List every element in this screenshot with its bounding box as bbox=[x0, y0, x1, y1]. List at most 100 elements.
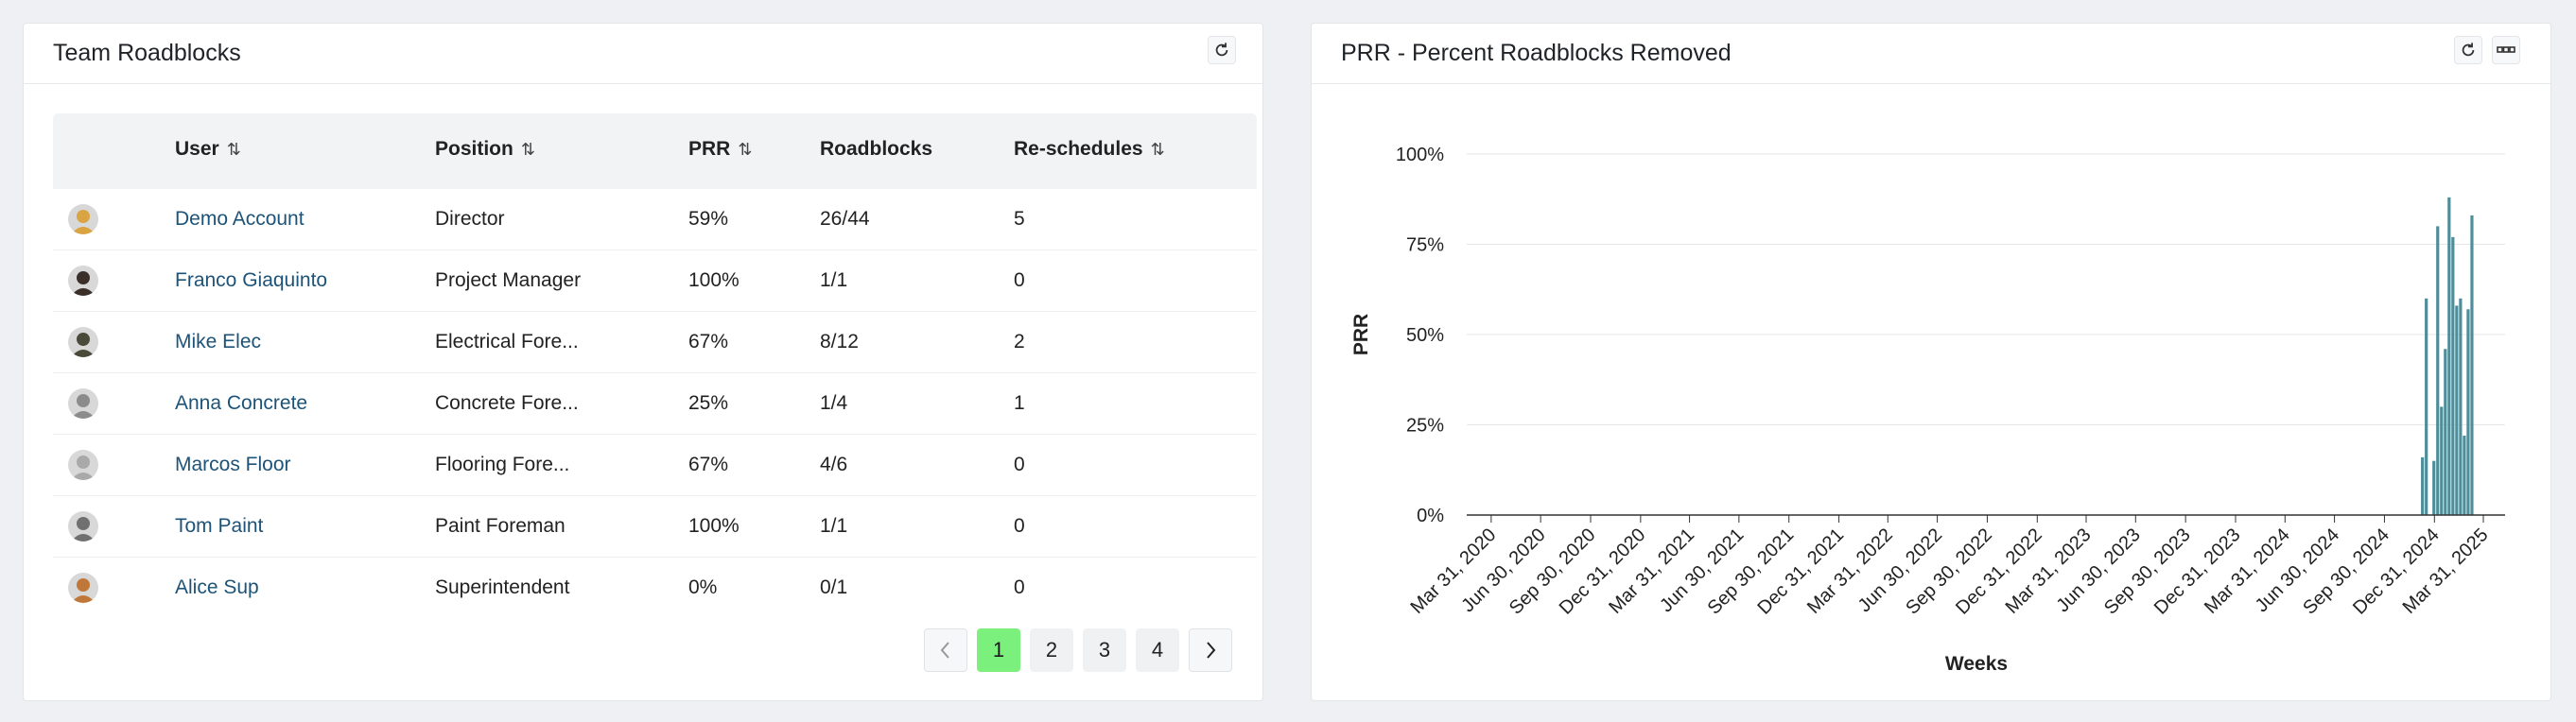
panel-header: PRR - Percent Roadblocks Removed bbox=[1312, 24, 2550, 84]
user-link[interactable]: Anna Concrete bbox=[175, 392, 308, 414]
y-tick-label: 25% bbox=[1406, 416, 1444, 437]
chart-bar bbox=[2455, 305, 2459, 515]
roadblocks-cell: 4/6 bbox=[820, 454, 848, 475]
panel-header: Team Roadblocks bbox=[24, 24, 1262, 84]
table-row: Anna Concrete Concrete Fore... 25% 1/4 1 bbox=[53, 373, 1257, 435]
prev-page-button[interactable] bbox=[924, 628, 967, 672]
refresh-icon bbox=[2462, 43, 2475, 57]
reschedules-cell: 1 bbox=[1014, 392, 1025, 414]
avatar bbox=[68, 266, 98, 296]
prr-cell: 67% bbox=[688, 331, 729, 352]
position-cell: Director bbox=[435, 208, 505, 230]
user-link[interactable]: Mike Elec bbox=[175, 331, 262, 352]
table-row: Alice Sup Superintendent 0% 0/1 0 bbox=[53, 558, 1257, 618]
sort-icon: ⇅ bbox=[520, 139, 535, 159]
team-roadblocks-panel: Team Roadblocks User ⇅ Position ⇅ PRR ⇅ Roa… bbox=[23, 23, 1263, 701]
chart-bar bbox=[2459, 298, 2463, 515]
y-axis-ticks: 0% 25% 50% 75% 100% bbox=[1396, 145, 1444, 526]
page-button-4[interactable]: 4 bbox=[1136, 628, 1179, 672]
x-tick-label: Mar 31, 2020 bbox=[1406, 524, 1500, 618]
refresh-button[interactable] bbox=[1208, 36, 1236, 64]
chart-gridlines bbox=[1467, 153, 2505, 425]
panel-title: PRR - Percent Roadblocks Removed bbox=[1341, 40, 1732, 66]
chevron-left-icon bbox=[940, 642, 949, 659]
panel-title: Team Roadblocks bbox=[53, 40, 241, 66]
user-link[interactable]: Demo Account bbox=[175, 208, 305, 230]
prr-cell: 25% bbox=[688, 392, 729, 414]
x-tick-label: Mar 31, 2021 bbox=[1605, 524, 1698, 618]
page-button-3[interactable]: 3 bbox=[1083, 628, 1126, 672]
roadblocks-cell: 1/1 bbox=[820, 269, 848, 291]
reschedules-cell: 0 bbox=[1014, 454, 1025, 475]
chart-bar bbox=[2470, 215, 2474, 515]
avatar bbox=[68, 450, 98, 480]
roadblocks-cell: 8/12 bbox=[820, 331, 859, 352]
table-row: Mike Elec Electrical Fore... 67% 8/12 2 bbox=[53, 312, 1257, 373]
page-button-1[interactable]: 1 bbox=[977, 628, 1020, 672]
position-cell: Flooring Fore... bbox=[435, 454, 570, 475]
chart-bar bbox=[2444, 349, 2447, 515]
column-header-position[interactable]: Position ⇅ bbox=[435, 138, 535, 160]
roadblocks-cell: 26/44 bbox=[820, 208, 870, 230]
roadblocks-cell: 1/1 bbox=[820, 515, 848, 537]
chart-bar bbox=[2447, 197, 2451, 515]
prr-cell: 59% bbox=[688, 208, 729, 230]
chevron-right-icon bbox=[1207, 642, 1216, 659]
next-page-button[interactable] bbox=[1189, 628, 1232, 672]
reschedules-cell: 0 bbox=[1014, 269, 1025, 291]
table-row: Franco Giaquinto Project Manager 100% 1/… bbox=[53, 250, 1257, 312]
refresh-button[interactable] bbox=[2454, 36, 2482, 64]
user-link[interactable]: Tom Paint bbox=[175, 515, 264, 537]
y-axis-title: PRR bbox=[1350, 314, 1372, 355]
chart-bar bbox=[2440, 406, 2444, 515]
column-header-reschedules[interactable]: Re-schedules ⇅ bbox=[1014, 138, 1165, 160]
prr-cell: 100% bbox=[688, 515, 740, 537]
y-tick-label: 100% bbox=[1396, 145, 1444, 165]
prr-cell: 100% bbox=[688, 269, 740, 291]
table-row: Demo Account Director 59% 26/44 5 bbox=[53, 189, 1257, 250]
column-header-roadblocks: Roadblocks bbox=[820, 138, 933, 160]
chart-bar bbox=[2466, 309, 2470, 515]
chart-bar bbox=[2436, 226, 2440, 515]
position-cell: Paint Foreman bbox=[435, 515, 566, 537]
table-header: User ⇅ Position ⇅ PRR ⇅ Roadblocks Re-sched… bbox=[53, 113, 1257, 189]
x-tick-label: Mar 31, 2022 bbox=[1803, 524, 1897, 618]
chart-bars bbox=[2421, 197, 2474, 516]
chart-bar bbox=[2425, 298, 2428, 515]
avatar bbox=[68, 573, 98, 603]
y-tick-label: 75% bbox=[1406, 235, 1444, 256]
sort-icon: ⇅ bbox=[226, 139, 241, 159]
y-tick-label: 0% bbox=[1417, 506, 1444, 526]
position-cell: Concrete Fore... bbox=[435, 392, 579, 414]
user-link[interactable]: Marcos Floor bbox=[175, 454, 291, 475]
reschedules-cell: 2 bbox=[1014, 331, 1025, 352]
reschedules-cell: 0 bbox=[1014, 576, 1025, 598]
sort-icon: ⇅ bbox=[738, 139, 753, 159]
chart-bar bbox=[2421, 456, 2425, 515]
roadblocks-cell: 0/1 bbox=[820, 576, 848, 598]
prr-cell: 0% bbox=[688, 576, 718, 598]
column-header-user[interactable]: User ⇅ bbox=[175, 138, 241, 160]
position-cell: Electrical Fore... bbox=[435, 331, 579, 352]
prr-cell: 67% bbox=[688, 454, 729, 475]
position-cell: Project Manager bbox=[435, 269, 582, 291]
x-axis-title: Weeks bbox=[1945, 653, 2008, 675]
roadblocks-cell: 1/4 bbox=[820, 392, 848, 414]
more-icon bbox=[2497, 46, 2515, 53]
chart-bar bbox=[2463, 435, 2466, 515]
reschedules-cell: 0 bbox=[1014, 515, 1025, 537]
avatar bbox=[68, 204, 98, 234]
y-tick-label: 50% bbox=[1406, 325, 1444, 346]
table-row: Marcos Floor Flooring Fore... 67% 4/6 0 bbox=[53, 435, 1257, 496]
chart-bar bbox=[2451, 236, 2455, 516]
page-button-2[interactable]: 2 bbox=[1030, 628, 1073, 672]
more-options-button[interactable] bbox=[2492, 36, 2520, 64]
user-link[interactable]: Alice Sup bbox=[175, 576, 259, 598]
column-header-prr[interactable]: PRR ⇅ bbox=[688, 138, 753, 160]
user-link[interactable]: Franco Giaquinto bbox=[175, 269, 328, 291]
table-row: Tom Paint Paint Foreman 100% 1/1 0 bbox=[53, 496, 1257, 558]
refresh-icon bbox=[1215, 43, 1228, 57]
reschedules-cell: 5 bbox=[1014, 208, 1025, 230]
